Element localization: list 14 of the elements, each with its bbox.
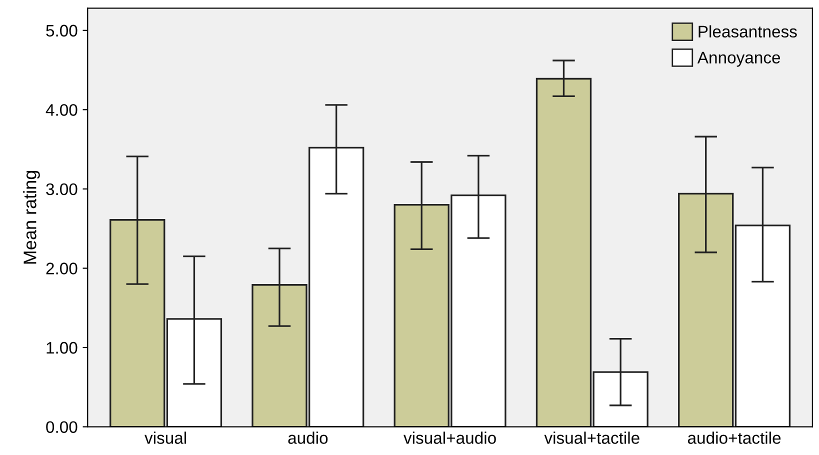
x-tick-label: visual+audio (404, 432, 496, 444)
y-tick-label: 1.00 (46, 342, 78, 354)
legend-label: Annoyance (697, 52, 780, 67)
x-tick-label: audio+tactile (688, 432, 781, 444)
legend-label: Pleasantness (698, 25, 797, 38)
y-tick-label: 2.00 (46, 262, 78, 274)
y-axis-title: Mean rating (23, 170, 40, 264)
y-tick-label: 0.00 (46, 421, 78, 433)
y-tick-label: 4.00 (46, 104, 78, 116)
x-tick-label: audio (288, 432, 328, 444)
x-tick-label: visual+tactile (544, 432, 640, 444)
x-tick-label: visual (144, 432, 186, 444)
y-tick-label: 3.00 (46, 183, 78, 196)
y-tick-label: 5.00 (46, 24, 78, 37)
